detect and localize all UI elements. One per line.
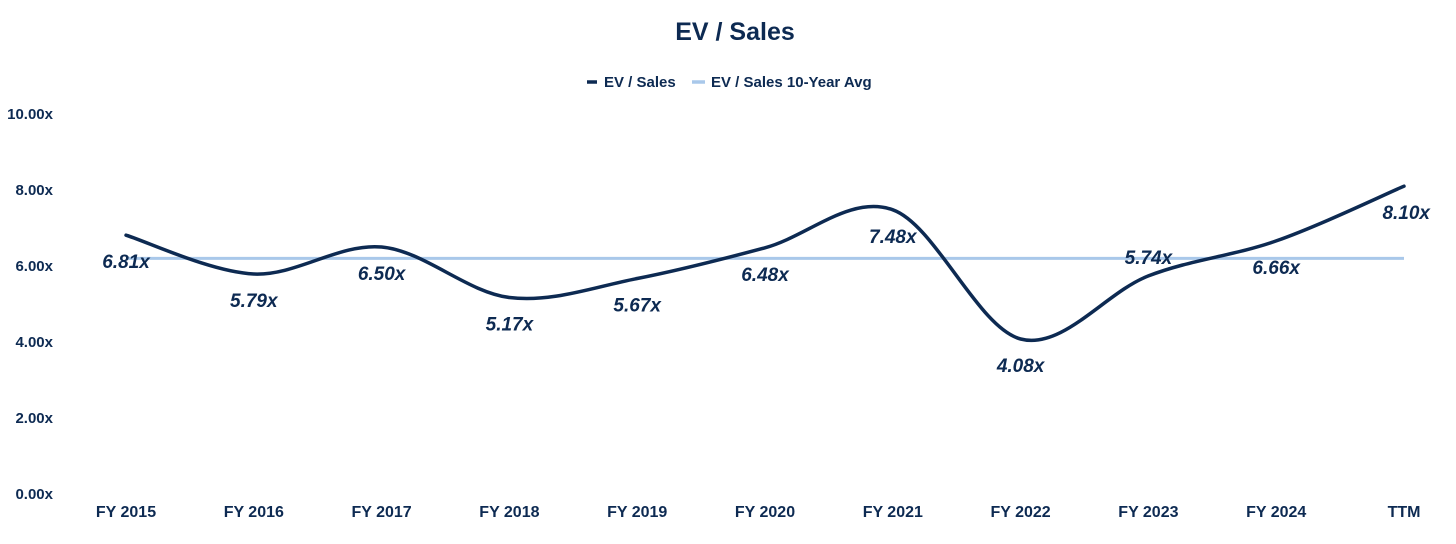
ev-sales-line xyxy=(124,184,1406,343)
chart-title: EV / Sales xyxy=(675,18,795,46)
data-label: 5.74x xyxy=(1125,248,1174,269)
x-tick-label: FY 2018 xyxy=(479,504,539,521)
y-tick-label: 0.00x xyxy=(15,486,53,503)
x-axis: FY 2015 FY 2016 FY 2017 FY 2018 FY 2019 FY 20… xyxy=(96,504,1421,521)
data-label: 5.17x xyxy=(486,315,535,336)
data-label: 8.10x xyxy=(1382,203,1431,224)
y-tick-label: 2.00x xyxy=(15,410,53,427)
data-label: 4.08x xyxy=(996,356,1046,377)
series-line-layer xyxy=(124,184,1406,343)
data-label: 5.67x xyxy=(613,296,662,317)
y-tick-label: 10.00x xyxy=(7,106,54,123)
legend-label-ev-sales: EV / Sales xyxy=(604,74,676,91)
y-tick-label: 6.00x xyxy=(15,258,53,275)
y-axis: 0.00x 2.00x 4.00x 6.00x 8.00x 10.00x xyxy=(7,106,54,503)
x-tick-label: FY 2019 xyxy=(607,504,667,521)
data-label: 7.48x xyxy=(869,227,918,248)
x-tick-label: TTM xyxy=(1388,504,1421,521)
x-tick-label: FY 2016 xyxy=(224,504,284,521)
legend-label-10yr-avg: EV / Sales 10-Year Avg xyxy=(711,74,872,91)
data-label: 6.81x xyxy=(102,252,151,273)
x-tick-label: FY 2015 xyxy=(96,504,156,521)
y-tick-label: 4.00x xyxy=(15,334,53,351)
x-tick-label: FY 2017 xyxy=(351,504,411,521)
x-tick-label: FY 2023 xyxy=(1118,504,1178,521)
legend: EV / Sales EV / Sales 10-Year Avg xyxy=(587,74,872,91)
data-labels-layer: 6.81x 5.79x 6.50x 5.17x 5.67x 6.48x 7.48x 4.08x… xyxy=(102,203,1431,377)
x-tick-label: FY 2024 xyxy=(1246,504,1306,521)
x-tick-label: FY 2020 xyxy=(735,504,795,521)
data-label: 6.48x xyxy=(741,265,790,286)
data-label: 6.50x xyxy=(358,264,407,285)
y-tick-label: 8.00x xyxy=(15,182,53,199)
data-label: 6.66x xyxy=(1252,258,1301,279)
x-tick-label: FY 2022 xyxy=(990,504,1050,521)
data-label: 5.79x xyxy=(230,291,279,312)
x-tick-label: FY 2021 xyxy=(863,504,923,521)
